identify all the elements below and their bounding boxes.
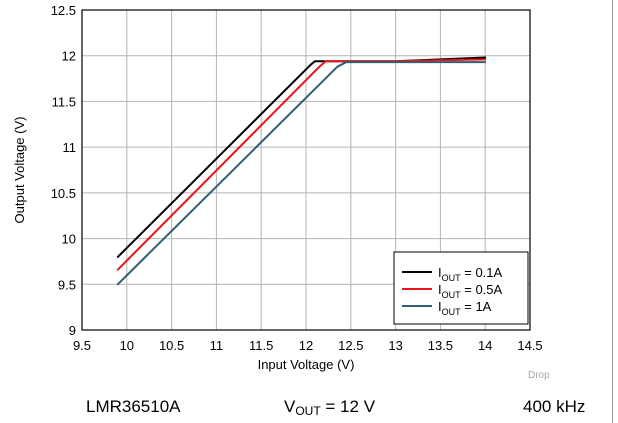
footer-device: LMR36510A	[86, 397, 181, 416]
tick-labels: 9.5 10 10.5 11 11.5 12 12.5 13 13.5 14 14.599.5101…	[51, 3, 543, 353]
series-line	[116, 58, 487, 271]
footer-vout: VOUT = 12 V	[284, 397, 375, 417]
legend-entry-subscript: OUT	[442, 307, 462, 317]
y-tick-label: 9	[69, 323, 76, 338]
legend-entry-symbol: I	[438, 282, 442, 297]
x-tick-label: 14	[478, 338, 492, 353]
y-tick-label: 11	[63, 140, 77, 155]
legend-entry-subscript: OUT	[442, 290, 462, 300]
y-tick-label: 12.5	[51, 3, 76, 18]
y-axis-title: Output Voltage (V)	[12, 117, 27, 224]
series-line	[116, 56, 487, 258]
footer-vout-symbol: V	[284, 397, 296, 416]
x-tick-label: 13.5	[428, 338, 453, 353]
series-line	[116, 61, 487, 286]
page-edge-rule	[612, 0, 613, 423]
plot-area-border	[81, 9, 531, 331]
x-tick-label: 11	[210, 338, 224, 353]
legend-entry-symbol: I	[438, 299, 442, 314]
x-axis-title: Input Voltage (V)	[258, 357, 355, 372]
y-tick-label: 9.5	[58, 277, 76, 292]
legend-entry-label: IOUT = 0.1A	[438, 265, 503, 283]
legend-entry-subscript: OUT	[442, 273, 462, 283]
x-tick-label: 10.5	[159, 338, 184, 353]
drop-note: Drop	[528, 370, 550, 381]
legend-entry-label: IOUT = 0.5A	[438, 282, 503, 300]
footer-frequency: 400 kHz	[523, 397, 586, 416]
y-tick-label: 12	[62, 49, 76, 64]
x-tick-label: 14.5	[517, 338, 542, 353]
x-tick-label: 13	[388, 338, 402, 353]
footer-vout-value: = 12 V	[320, 397, 376, 416]
footer-vout-subscript: OUT	[295, 404, 321, 418]
chart-series-layer	[116, 56, 487, 286]
x-tick-label: 12	[299, 338, 313, 353]
x-tick-label: 9.5	[73, 338, 91, 353]
legend-entry-label: IOUT = 1A	[438, 299, 492, 317]
legend-entry-value: = 0.5A	[461, 282, 503, 297]
legend-entry-value: = 1A	[461, 299, 492, 314]
y-tick-label: 10	[62, 232, 76, 247]
y-tick-label: 10.5	[51, 186, 76, 201]
legend-entry-value: = 0.1A	[461, 265, 503, 280]
y-tick-label: 11.5	[52, 94, 76, 109]
legend-entry-symbol: I	[438, 265, 442, 280]
x-tick-label: 10	[120, 338, 134, 353]
x-tick-label: 11.5	[249, 338, 273, 353]
x-tick-label: 12.5	[338, 338, 363, 353]
